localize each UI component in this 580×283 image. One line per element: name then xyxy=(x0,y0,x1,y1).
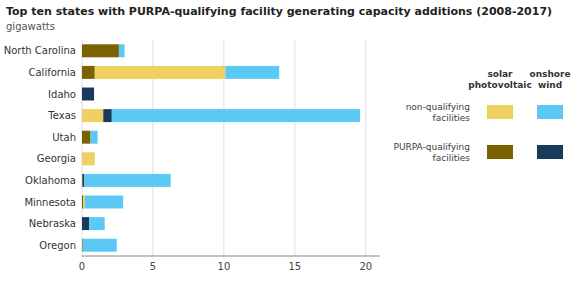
bar xyxy=(83,196,84,209)
x-tick-label: 15 xyxy=(288,261,301,272)
y-tick-label: California xyxy=(29,67,77,78)
bar xyxy=(82,152,95,165)
y-tick-label: Idaho xyxy=(48,89,76,100)
y-tick-label: North Carolina xyxy=(4,45,76,56)
y-tick-label: Texas xyxy=(47,110,76,121)
y-tick-label: Georgia xyxy=(37,153,76,164)
bar xyxy=(82,66,95,79)
y-tick-label: Minnesota xyxy=(24,197,76,208)
x-tick-label: 20 xyxy=(359,261,372,272)
x-tick-label: 10 xyxy=(218,261,231,272)
bar xyxy=(82,44,119,57)
chart: Top ten states with PURPA-qualifying fac… xyxy=(0,0,580,283)
bar xyxy=(83,239,117,252)
y-tick-label: Nebraska xyxy=(29,218,76,229)
bar xyxy=(82,131,91,144)
bar xyxy=(91,131,98,144)
y-tick-label: Oregon xyxy=(39,240,76,251)
bar xyxy=(119,44,125,57)
bar xyxy=(94,88,95,101)
bar xyxy=(89,217,105,230)
bar xyxy=(82,88,94,101)
bar xyxy=(112,109,360,122)
bar xyxy=(84,174,171,187)
legend-header: solarphotovoltaic xyxy=(468,69,531,90)
grid-line xyxy=(294,40,295,256)
bar xyxy=(82,174,83,187)
bar xyxy=(95,66,226,79)
x-tick-label: 0 xyxy=(79,261,85,272)
subtitle: gigawatts xyxy=(6,21,55,32)
legend-row-label: PURPA-qualifyingfacilities xyxy=(393,142,470,163)
bar xyxy=(82,174,83,187)
legend-header: onshorewind xyxy=(529,69,570,90)
legend-swatch xyxy=(537,105,563,119)
bar xyxy=(82,217,89,230)
bar xyxy=(82,109,103,122)
bar xyxy=(225,66,279,79)
legend-swatch xyxy=(537,145,563,159)
legend-swatch xyxy=(487,145,513,159)
bar xyxy=(94,152,95,165)
bar xyxy=(85,196,123,209)
bar xyxy=(83,174,84,187)
legend-row-label: non-qualifyingfacilities xyxy=(406,102,471,123)
legend-swatch xyxy=(487,105,513,119)
x-axis-line xyxy=(82,256,380,257)
bar xyxy=(82,196,83,209)
y-tick-label: Oklahoma xyxy=(25,175,76,186)
bars xyxy=(82,44,360,251)
bar xyxy=(94,152,95,165)
x-tick-label: 5 xyxy=(150,261,156,272)
title: Top ten states with PURPA-qualifying fac… xyxy=(6,5,552,18)
grid-line xyxy=(365,40,366,256)
y-tick-label: Utah xyxy=(52,132,76,143)
bar xyxy=(103,109,112,122)
